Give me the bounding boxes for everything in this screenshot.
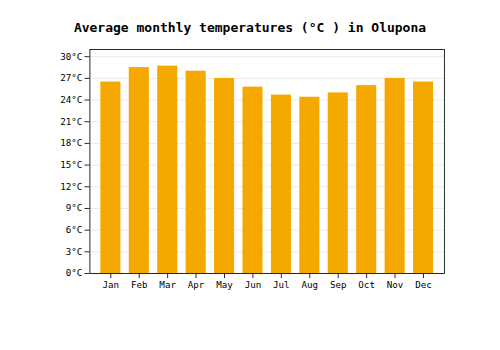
svg-text:Nov: Nov — [387, 279, 404, 290]
svg-text:6°C: 6°C — [66, 224, 83, 235]
svg-text:15°C: 15°C — [60, 159, 82, 170]
svg-text:Aug: Aug — [301, 279, 318, 290]
svg-text:Jul: Jul — [273, 279, 290, 290]
svg-text:Jun: Jun — [245, 279, 262, 290]
html-text:Average monthly temperatures (: Average monthly temperatures (°C ) in Ol… — [73, 20, 427, 35]
svg-text:Feb: Feb — [131, 279, 148, 290]
svg-text:0°C: 0°C — [66, 267, 83, 278]
svg-text:30°C: 30°C — [60, 51, 82, 62]
svg-text:Oct: Oct — [358, 279, 375, 290]
svg-text:Mar: Mar — [159, 279, 176, 290]
svg-text:May: May — [216, 279, 233, 290]
svg-text:Dec: Dec — [415, 279, 432, 290]
svg-text:18°C: 18°C — [60, 137, 82, 148]
svg-text:Jan: Jan — [102, 279, 119, 290]
svg-text:27°C: 27°C — [60, 72, 82, 83]
svg-text:24°C: 24°C — [60, 94, 82, 105]
svg-text:12°C: 12°C — [60, 181, 82, 192]
svg-text:9°C: 9°C — [66, 202, 83, 213]
svg-text:Sep: Sep — [330, 279, 347, 290]
svg-text:Apr: Apr — [188, 279, 205, 290]
svg-text:21°C: 21°C — [60, 116, 82, 127]
svg-text:3°C: 3°C — [66, 246, 83, 257]
